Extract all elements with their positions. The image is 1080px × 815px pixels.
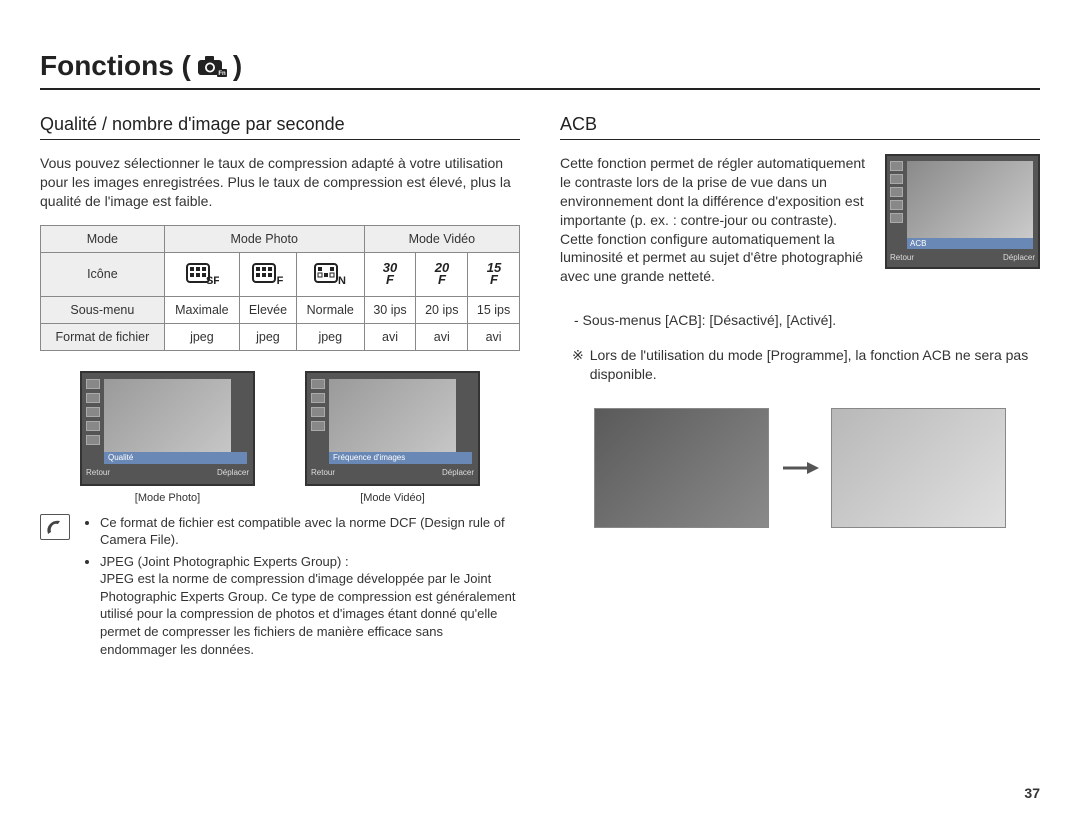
cell-format-label: Format de fichier — [41, 323, 165, 350]
page-number: 37 — [1024, 785, 1040, 801]
table-row: Format de fichier jpeg jpeg jpeg avi avi… — [41, 323, 520, 350]
fps15-icon: 15F — [477, 260, 511, 286]
preview-caption: [Mode Vidéo] — [305, 492, 480, 504]
left-column: Qualité / nombre d'image par seconde Vou… — [40, 114, 520, 662]
cell: jpeg — [240, 323, 297, 350]
cell: 20 ips — [416, 296, 468, 323]
svg-text:SF: SF — [206, 275, 219, 286]
arrow-right-icon — [781, 460, 819, 476]
svg-text:F: F — [386, 272, 395, 286]
title-suffix: ) — [233, 50, 242, 82]
note-line: JPEG (Joint Photographic Experts Group) … — [100, 553, 520, 658]
cell-submenu-label: Sous-menu — [41, 296, 165, 323]
title-prefix: Fonctions ( — [40, 50, 191, 82]
preview-back-label: Retour — [86, 468, 110, 480]
svg-text:Fn: Fn — [218, 71, 226, 77]
cell: jpeg — [164, 323, 239, 350]
cell: avi — [468, 323, 520, 350]
quality-icon-cell: F — [240, 252, 297, 296]
acb-compare — [560, 408, 1040, 528]
quality-n-icon: N — [313, 260, 347, 286]
reference-mark-icon: ※ — [572, 346, 584, 384]
acb-preview-status: ACB — [907, 238, 1033, 249]
fps-icon-cell: 20F — [416, 252, 468, 296]
cell: Elevée — [240, 296, 297, 323]
acb-heading: ACB — [560, 114, 1040, 140]
fps20-icon: 20F — [425, 260, 459, 286]
fps30-icon: 30F — [373, 260, 407, 286]
table-row: Mode Mode Photo Mode Vidéo — [41, 225, 520, 252]
cell: jpeg — [296, 323, 364, 350]
quality-intro: Vous pouvez sélectionner le taux de comp… — [40, 154, 520, 211]
cell-icon-label: Icône — [41, 252, 165, 296]
acb-submenu-line: - Sous-menus [ACB]: [Désactivé], [Activé… — [574, 312, 1040, 328]
cell-video-header: Mode Vidéo — [364, 225, 519, 252]
preview-caption: [Mode Photo] — [80, 492, 255, 504]
acb-intro: Cette fonction permet de régler automati… — [560, 154, 871, 286]
cell: Normale — [296, 296, 364, 323]
fps-icon-cell: 15F — [468, 252, 520, 296]
cell: 30 ips — [364, 296, 416, 323]
compare-after-image — [831, 408, 1006, 528]
table-row: Sous-menu Maximale Elevée Normale 30 ips… — [41, 296, 520, 323]
preview-move-label: Déplacer — [217, 468, 249, 480]
preview-back-label: Retour — [890, 253, 914, 264]
camera-fn-icon: Fn — [197, 55, 227, 77]
cell-photo-header: Mode Photo — [164, 225, 364, 252]
acb-special-note: ※ Lors de l'utilisation du mode [Program… — [572, 346, 1040, 384]
quality-f-icon: F — [251, 260, 285, 286]
acb-preview: ACB Retour Déplacer — [885, 154, 1040, 269]
cell: Maximale — [164, 296, 239, 323]
quality-heading: Qualité / nombre d'image par seconde — [40, 114, 520, 140]
quality-table: Mode Mode Photo Mode Vidéo Icône SF F — [40, 225, 520, 351]
table-row: Icône SF F N — [41, 252, 520, 296]
preview-move-label: Déplacer — [442, 468, 474, 480]
cell: 15 ips — [468, 296, 520, 323]
preview-status: Qualité — [104, 452, 247, 464]
cell: avi — [364, 323, 416, 350]
note-icon — [40, 514, 70, 540]
cell: avi — [416, 323, 468, 350]
svg-text:N: N — [338, 275, 346, 286]
fps-icon-cell: 30F — [364, 252, 416, 296]
preview-photo-mode: Qualité Retour Déplacer [Mode Photo] — [80, 371, 255, 504]
info-note: Ce format de fichier est compatible avec… — [40, 514, 520, 662]
quality-icon-cell: N — [296, 252, 364, 296]
note-detail: JPEG est la norme de compression d'image… — [100, 571, 516, 656]
cell-mode-label: Mode — [41, 225, 165, 252]
svg-text:F: F — [490, 272, 499, 286]
right-column: ACB Cette fonction permet de régler auto… — [560, 114, 1040, 662]
quality-sf-icon: SF — [185, 260, 219, 286]
preview-move-label: Déplacer — [1003, 253, 1035, 264]
preview-row: Qualité Retour Déplacer [Mode Photo] Fré… — [40, 371, 520, 504]
svg-text:F: F — [438, 272, 447, 286]
page-title: Fonctions ( Fn ) — [40, 50, 1040, 90]
quality-icon-cell: SF — [164, 252, 239, 296]
preview-status: Fréquence d'images — [329, 452, 472, 464]
compare-before-image — [594, 408, 769, 528]
note-subhead: JPEG (Joint Photographic Experts Group) … — [100, 554, 349, 569]
special-note-text: Lors de l'utilisation du mode [Programme… — [590, 346, 1040, 384]
preview-back-label: Retour — [311, 468, 335, 480]
note-line: Ce format de fichier est compatible avec… — [100, 514, 520, 549]
preview-video-mode: Fréquence d'images Retour Déplacer [Mode… — [305, 371, 480, 504]
svg-text:F: F — [277, 275, 284, 286]
